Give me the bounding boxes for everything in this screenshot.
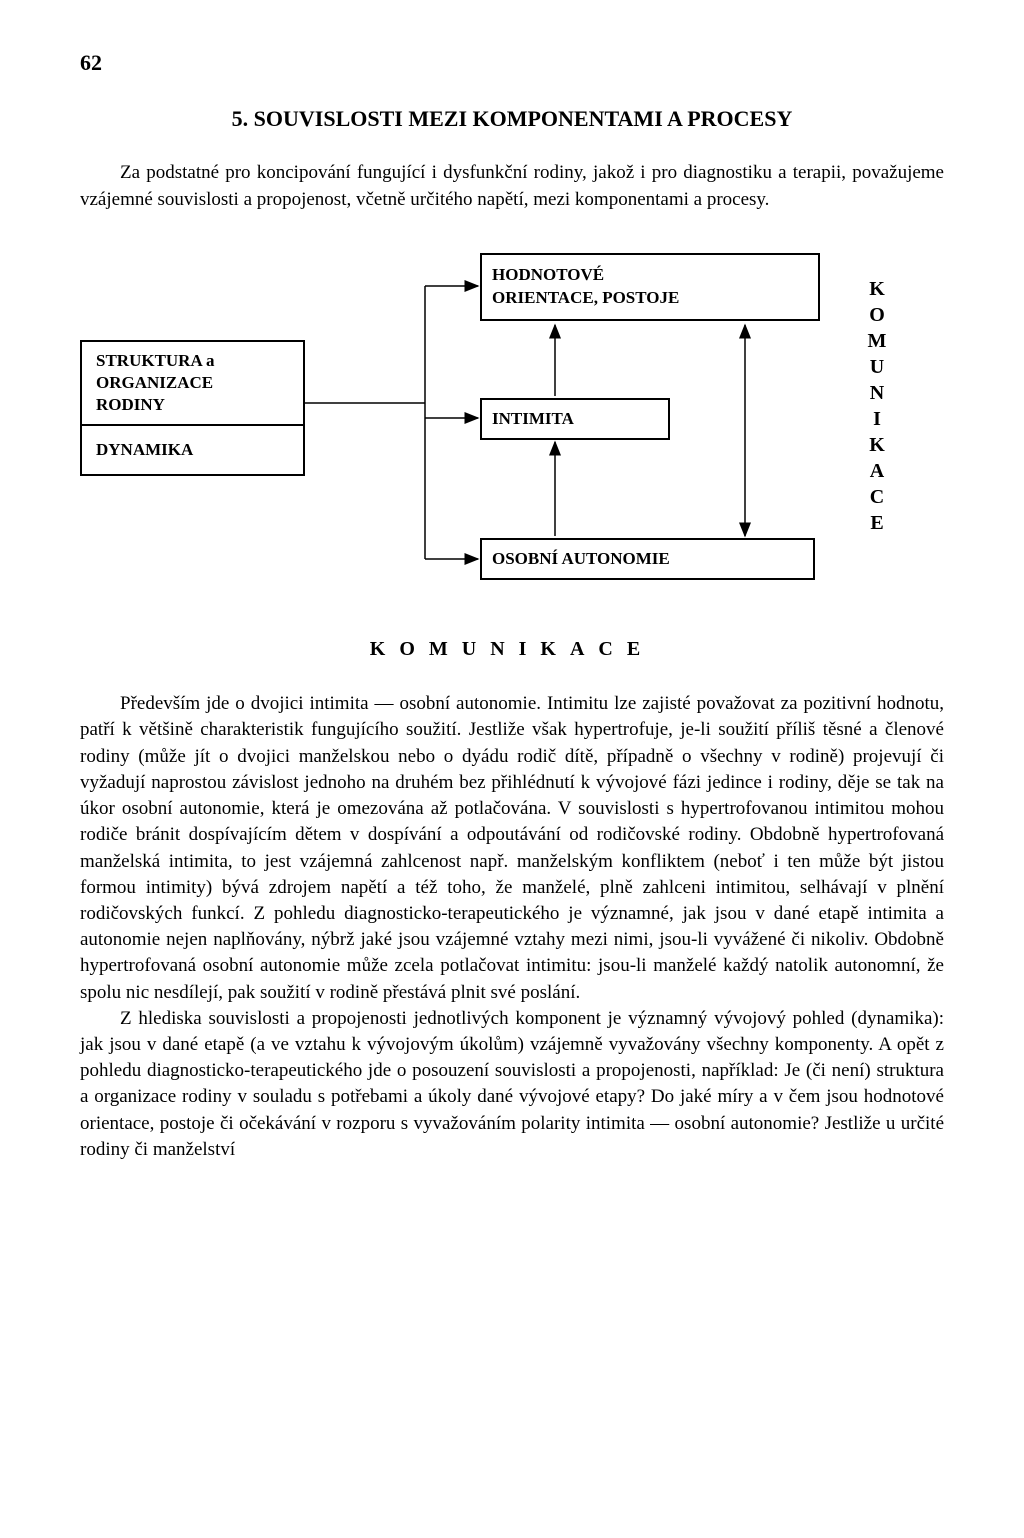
diagram-box-autonomie: OSOBNÍ AUTONOMIE xyxy=(480,538,815,580)
diagram-box-hodnotove: HODNOTOVÉ ORIENTACE, POSTOJE xyxy=(480,253,820,321)
diagram-label-komunikace-vertical: KOMUNIKACE xyxy=(865,278,888,538)
intro-paragraph: Za podstatné pro koncipování fungující i… xyxy=(80,160,944,213)
diagram-box-struktura: STRUKTURA aORGANIZACERODINY xyxy=(80,340,305,424)
diagram-box-dynamika: DYNAMIKA xyxy=(80,424,305,476)
diagram-box-hodnotove-line2: ORIENTACE, POSTOJE xyxy=(492,287,679,310)
diagram-box-intimita: INTIMITA xyxy=(480,398,670,440)
diagram-label-komunikace-horizontal: KOMUNIKACE xyxy=(80,638,944,661)
body-paragraph-1: Především jde o dvojici intimita — osobn… xyxy=(80,691,944,1006)
section-title: 5. SOUVISLOSTI MEZI KOMPONENTAMI A PROCE… xyxy=(80,106,944,132)
diagram-left-stack: STRUKTURA aORGANIZACERODINY DYNAMIKA xyxy=(80,340,305,476)
diagram-box-hodnotove-line1: HODNOTOVÉ xyxy=(492,264,679,287)
page-number: 62 xyxy=(80,50,944,76)
diagram: STRUKTURA aORGANIZACERODINY DYNAMIKA HOD… xyxy=(80,248,944,608)
body-paragraph-2: Z hlediska souvislosti a propojenosti je… xyxy=(80,1006,944,1163)
